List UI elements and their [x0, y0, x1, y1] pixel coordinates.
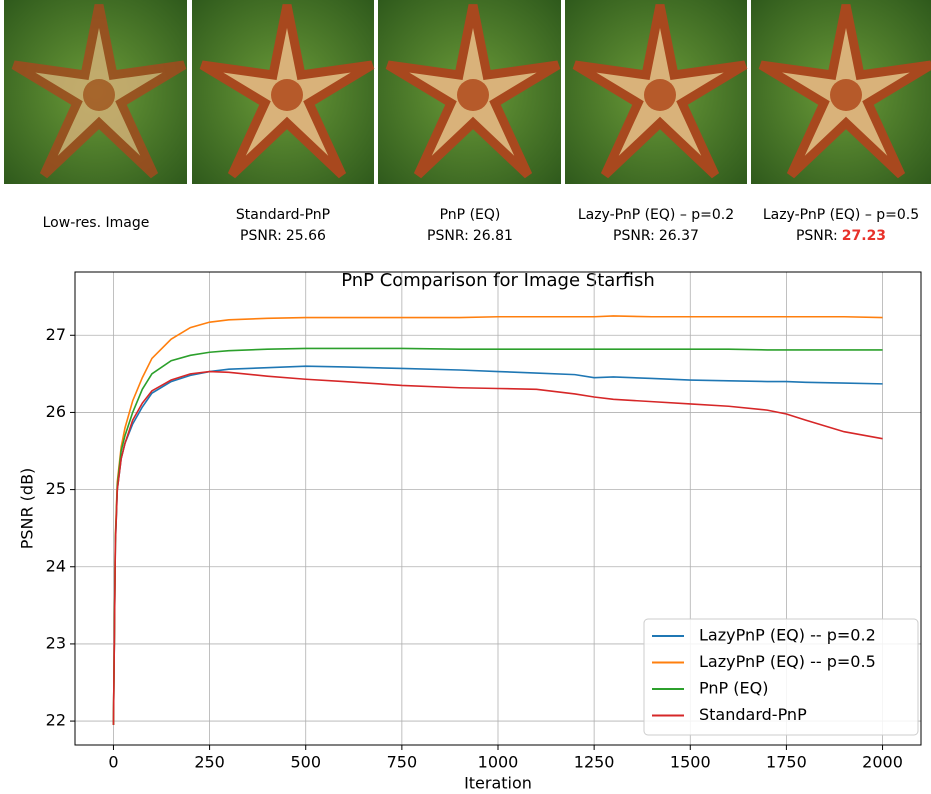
legend-label: LazyPnP (EQ) -- p=0.5: [699, 652, 876, 671]
y-tick-label: 25: [46, 479, 66, 498]
image: [565, 0, 747, 184]
caption: Standard-PnP: [236, 207, 330, 223]
x-tick-label: 500: [290, 753, 321, 772]
caption: Lazy-PnP (EQ) – p=0.5: [763, 207, 919, 223]
y-tick-label: 22: [46, 711, 66, 730]
x-tick-label: 1000: [478, 753, 519, 772]
images: [4, 0, 931, 184]
image: [378, 0, 561, 184]
x-tick-label: 1750: [766, 753, 807, 772]
psnr-value: 25.66: [286, 228, 326, 244]
psnr-value: 26.37: [659, 228, 699, 244]
image: [751, 0, 931, 184]
y-tick-label: 24: [46, 556, 66, 575]
caption: Low-res. Image: [43, 215, 150, 231]
x-tick-label: 2000: [862, 753, 903, 772]
caption: Lazy-PnP (EQ) – p=0.2: [578, 207, 734, 223]
psnr-value: 27.23: [842, 228, 886, 244]
page: Low-res. ImageStandard-PnPPSNR:25.66PnP …: [0, 0, 931, 794]
x-tick-label: 1500: [670, 753, 711, 772]
psnr-label: PSNR:: [796, 228, 838, 244]
x-axis-label: Iteration: [464, 774, 532, 793]
psnr-caption: PSNR:26.37: [613, 228, 699, 244]
legend-label: Standard-PnP: [699, 705, 807, 724]
psnr-caption: PSNR:26.81: [427, 228, 513, 244]
image: [192, 0, 374, 184]
psnr-value: 26.81: [473, 228, 513, 244]
x-tick-label: 0: [108, 753, 118, 772]
figure: Low-res. ImageStandard-PnPPSNR:25.66PnP …: [0, 0, 931, 794]
psnr-label: PSNR:: [427, 228, 469, 244]
psnr-label: PSNR:: [240, 228, 282, 244]
y-tick-label: 26: [46, 402, 66, 421]
x-tick-label: 1250: [574, 753, 615, 772]
legend-label: PnP (EQ): [699, 679, 768, 698]
y-axis-label: PSNR (dB): [18, 468, 37, 550]
x-tick-label: 250: [194, 753, 225, 772]
psnr-label: PSNR:: [613, 228, 655, 244]
legend-label: LazyPnP (EQ) -- p=0.2: [699, 626, 876, 645]
y-tick-label: 23: [46, 633, 66, 652]
caption: PnP (EQ): [440, 207, 501, 223]
image: [4, 0, 187, 184]
x-tick-label: 750: [387, 753, 418, 772]
psnr-caption: PSNR:25.66: [240, 228, 326, 244]
y-tick-label: 27: [46, 325, 66, 344]
psnr-caption: PSNR:27.23: [796, 228, 886, 244]
